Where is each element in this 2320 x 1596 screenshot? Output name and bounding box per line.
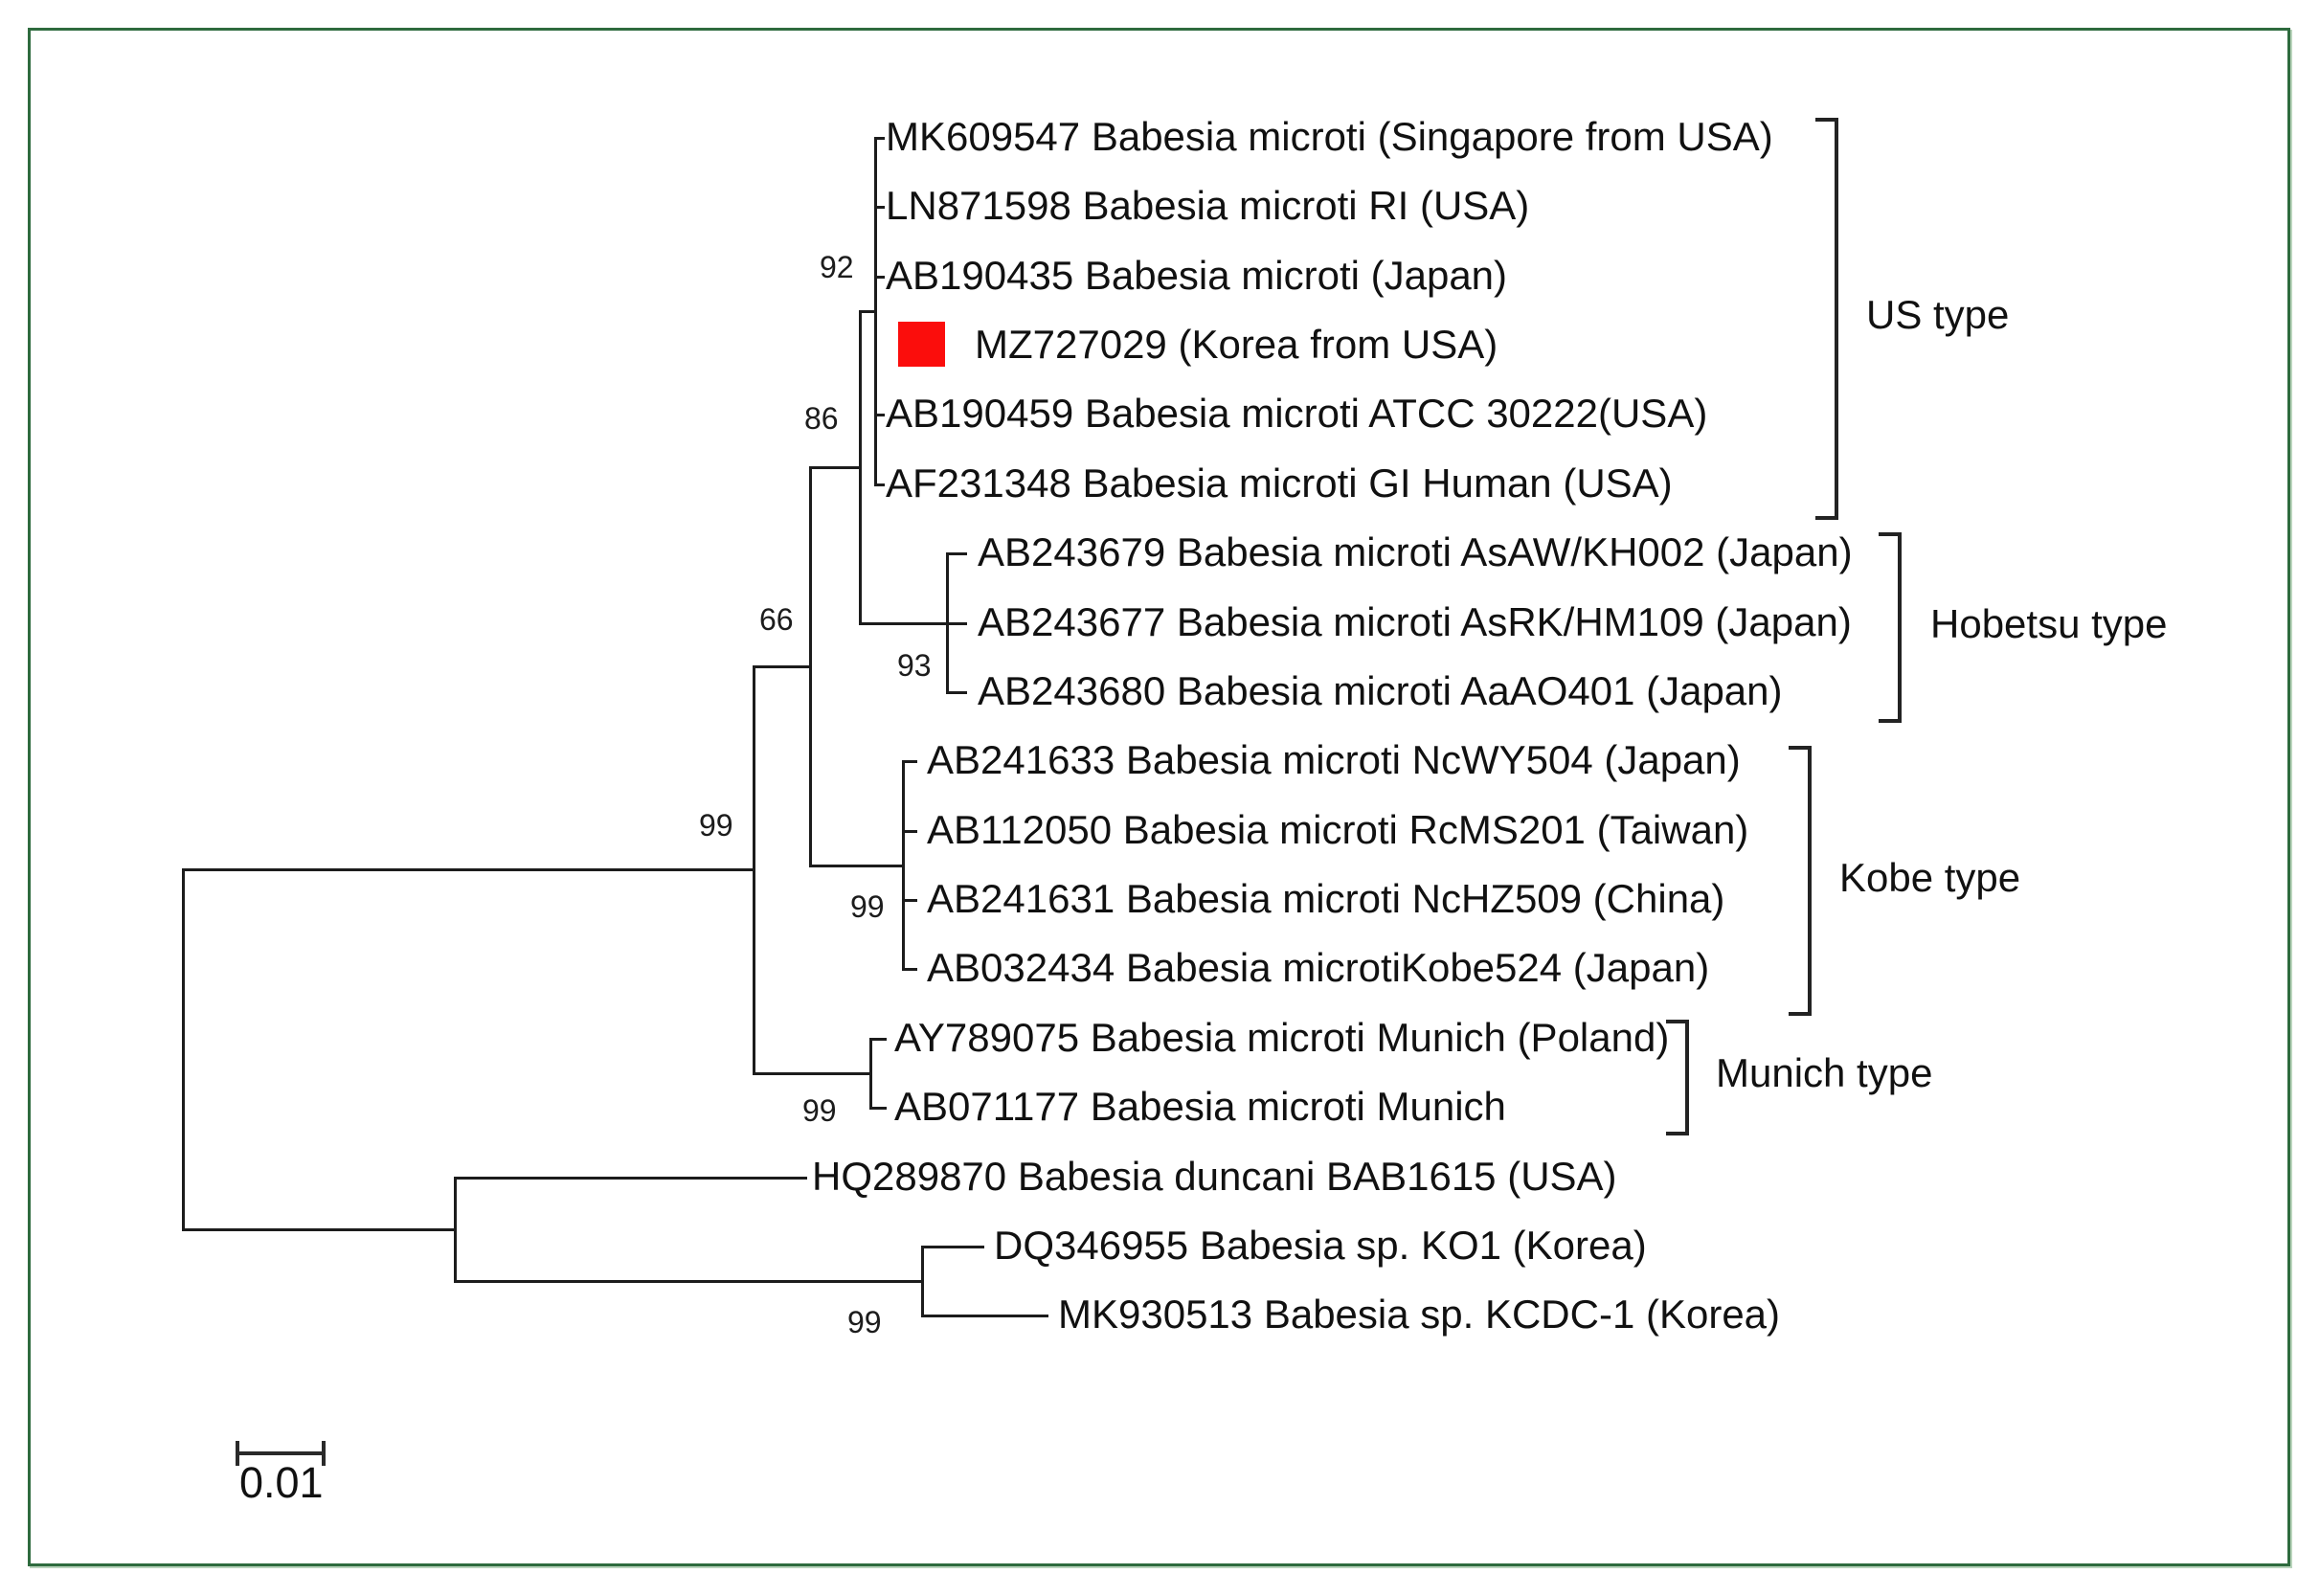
clade-type-label: Kobe type — [1839, 855, 2021, 900]
clade-type-label: US type — [1866, 292, 2010, 337]
branch-line — [753, 1072, 872, 1075]
bootstrap-value: 86 — [804, 401, 839, 436]
branch-line — [874, 206, 885, 209]
branch-line — [921, 1315, 1048, 1317]
taxon-label: AB112050 Babesia microti RcMS201 (Taiwan… — [927, 807, 1749, 852]
branch-line — [809, 865, 905, 867]
branch-line — [859, 310, 877, 313]
branch-line — [809, 466, 862, 469]
branch-line — [902, 968, 917, 971]
taxon-label: MK930513 Babesia sp. KCDC-1 (Korea) — [1058, 1292, 1781, 1337]
bootstrap-value: 99 — [699, 808, 733, 843]
clade-line — [182, 868, 185, 1231]
taxon-label: AB243677 Babesia microti AsRK/HM109 (Jap… — [978, 599, 1852, 644]
taxon-label: AB243679 Babesia microti AsAW/KH002 (Jap… — [978, 529, 1853, 574]
scale-bar-line — [237, 1451, 326, 1455]
taxon-label: MK609547 Babesia microti (Singapore from… — [886, 114, 1773, 159]
taxon-label: AY789075 Babesia microti Munich (Poland) — [894, 1015, 1670, 1060]
branch-line — [454, 1177, 807, 1180]
taxon-label: AB243680 Babesia microti AaAO401 (Japan) — [978, 668, 1783, 713]
clade-type-label: Hobetsu type — [1930, 601, 2168, 646]
taxon-label: AF231348 Babesia microti GI Human (USA) — [886, 461, 1673, 506]
clade-bracket — [1666, 1020, 1689, 1135]
highlighted-taxon-marker — [898, 322, 945, 367]
taxon-label: AB190435 Babesia microti (Japan) — [886, 253, 1508, 298]
taxon-label: AB241631 Babesia microti NcHZ509 (China) — [927, 876, 1725, 921]
taxon-label: AB241633 Babesia microti NcWY504 (Japan) — [927, 737, 1741, 782]
taxon-label: AB190459 Babesia microti ATCC 30222(USA) — [886, 391, 1708, 436]
branch-line — [182, 1228, 457, 1231]
branch-line — [874, 483, 885, 486]
clade-bracket — [1789, 746, 1812, 1016]
taxon-label: DQ346955 Babesia sp. KO1 (Korea) — [994, 1223, 1647, 1268]
branch-line — [874, 414, 885, 416]
branch-line — [753, 665, 812, 668]
branch-line — [902, 760, 917, 763]
taxon-label: AB071177 Babesia microti Munich — [894, 1084, 1506, 1129]
branch-line — [869, 1107, 887, 1110]
bootstrap-value: 93 — [897, 648, 932, 683]
scale-bar-left-tick — [236, 1441, 239, 1466]
taxon-label: LN871598 Babesia microti RI (USA) — [886, 183, 1530, 228]
bootstrap-value: 92 — [820, 250, 854, 284]
branch-line — [874, 137, 885, 140]
clade-type-label: Munich type — [1716, 1050, 1933, 1095]
branch-line — [946, 552, 967, 555]
branch-line — [946, 622, 967, 625]
figure-border — [28, 28, 2290, 1566]
branch-line — [869, 1038, 887, 1041]
branch-line — [859, 622, 949, 625]
branch-line — [946, 691, 967, 694]
taxon-label: AB032434 Babesia microtiKobe524 (Japan) — [927, 945, 1710, 990]
clade-bracket — [1879, 532, 1902, 723]
bootstrap-value: 66 — [759, 602, 794, 637]
bootstrap-value: 99 — [850, 889, 885, 924]
branch-line — [902, 899, 917, 902]
branch-line — [921, 1246, 984, 1248]
taxon-label: HQ289870 Babesia duncani BAB1615 (USA) — [812, 1154, 1617, 1199]
branch-line — [182, 868, 755, 871]
scale-bar-label: 0.01 — [239, 1458, 324, 1507]
branch-line — [874, 276, 885, 279]
branch-line — [902, 830, 917, 833]
bootstrap-value: 99 — [847, 1305, 882, 1339]
clade-bracket — [1815, 118, 1838, 520]
scale-bar-right-tick — [322, 1441, 326, 1466]
taxon-label: MZ727029 (Korea from USA) — [975, 322, 1498, 367]
branch-line — [454, 1280, 924, 1283]
bootstrap-value: 99 — [802, 1093, 837, 1128]
